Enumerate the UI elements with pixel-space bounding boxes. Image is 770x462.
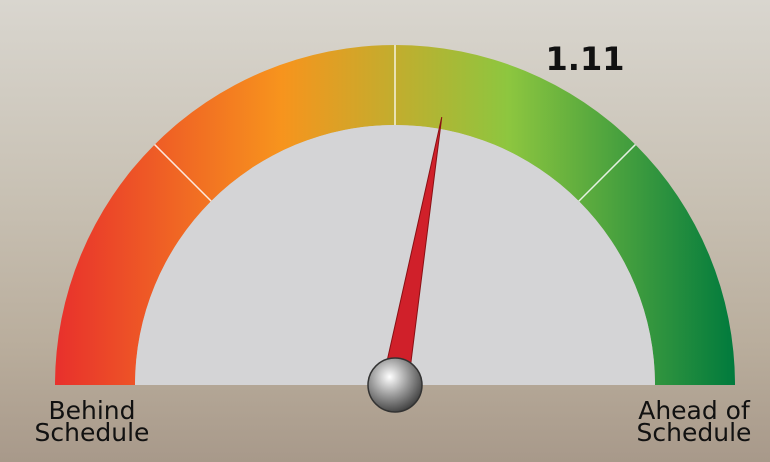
min-label: Behind Schedule (22, 400, 162, 444)
needle-pivot (368, 358, 422, 412)
gauge-page: 1.11 Behind Schedule Ahead of Schedule (0, 0, 770, 462)
gauge-value: 1.11 (540, 40, 630, 78)
max-label: Ahead of Schedule (624, 400, 764, 444)
chart (0, 0, 770, 462)
